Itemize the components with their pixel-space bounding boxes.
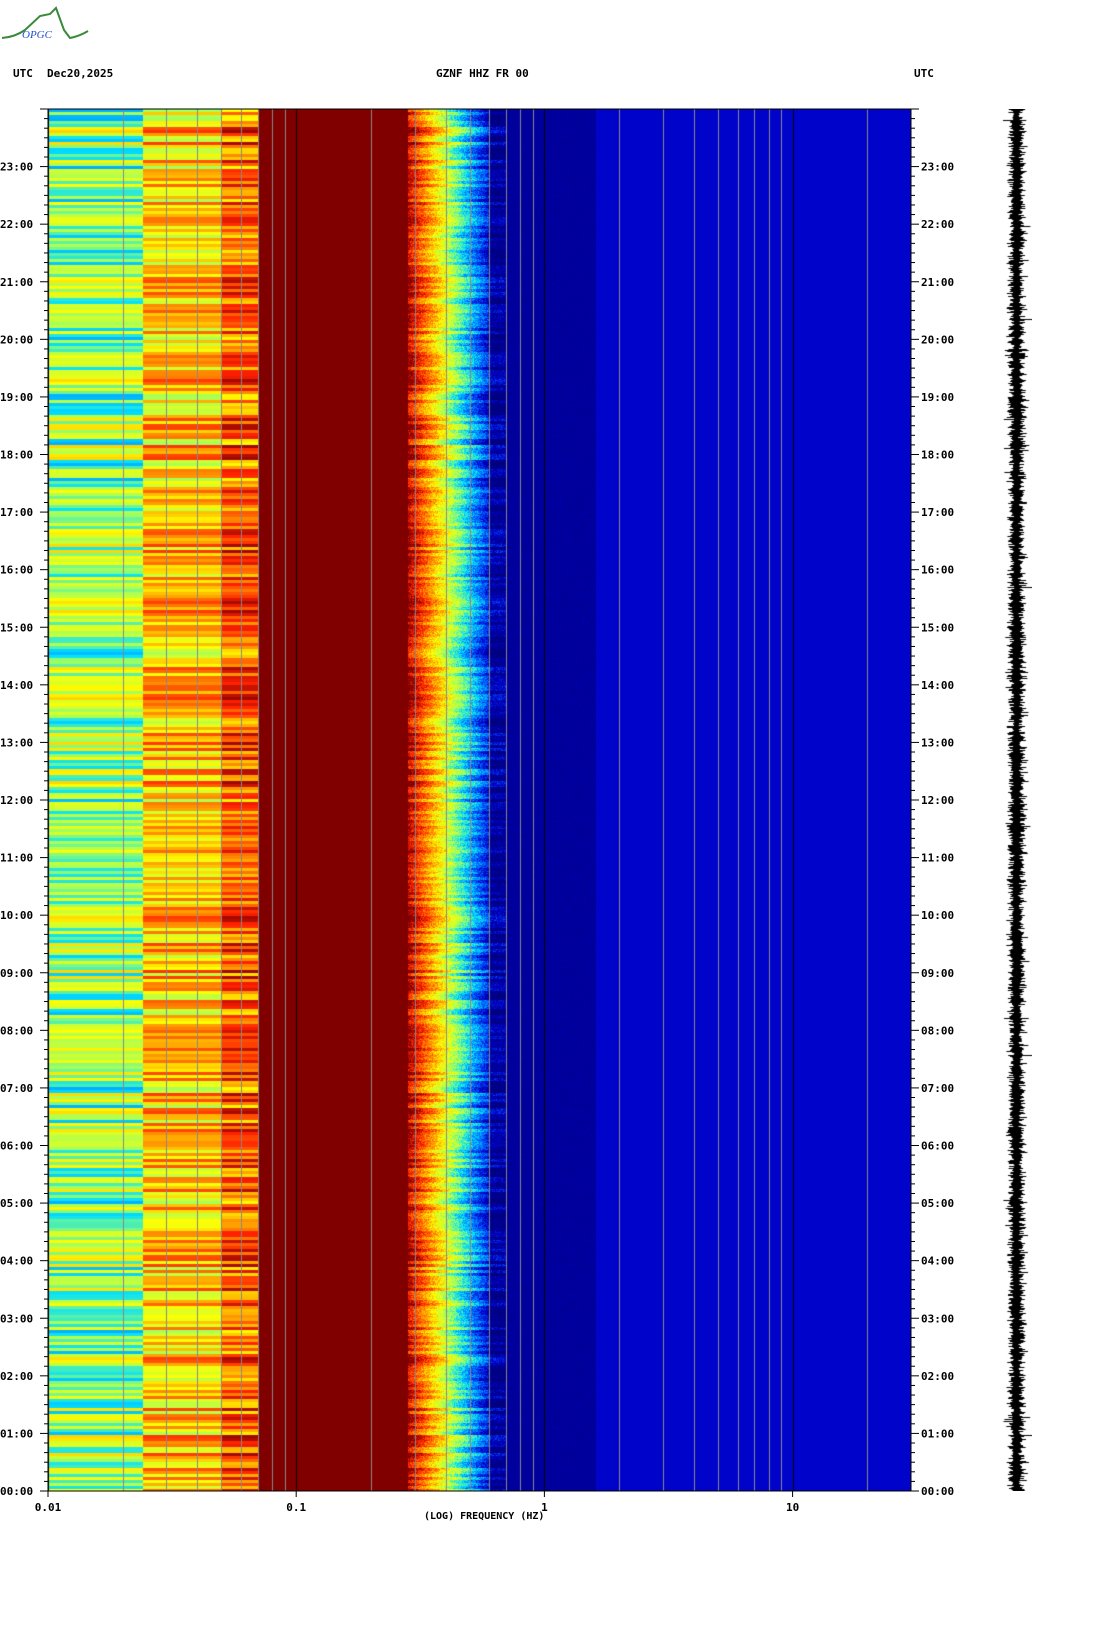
- y-tick-label-left: 19:00: [0, 391, 33, 404]
- y-tick-label-left: 07:00: [0, 1082, 33, 1095]
- y-tick-label-right: 21:00: [921, 276, 954, 289]
- y-tick-label-right: 02:00: [921, 1370, 954, 1383]
- y-tick-label-right: 08:00: [921, 1024, 954, 1037]
- opgc-logo: OPGC: [1, 6, 89, 41]
- y-tick-label-left: 17:00: [0, 506, 33, 519]
- y-tick-label-right: 00:00: [921, 1485, 954, 1498]
- x-tick-label: 0.01: [35, 1501, 62, 1514]
- svg-text:OPGC: OPGC: [22, 29, 53, 41]
- y-tick-label-right: 16:00: [921, 564, 954, 577]
- y-tick-label-left: 03:00: [0, 1312, 33, 1325]
- y-tick-label-right: 19:00: [921, 391, 954, 404]
- y-tick-label-left: 18:00: [0, 449, 33, 462]
- y-tick-label-right: 07:00: [921, 1082, 954, 1095]
- y-tick-label-right: 01:00: [921, 1427, 954, 1440]
- y-tick-label-left: 10:00: [0, 909, 33, 922]
- y-tick-label-right: 17:00: [921, 506, 954, 519]
- y-tick-label-right: 20:00: [921, 333, 954, 346]
- y-tick-label-right: 18:00: [921, 449, 954, 462]
- y-tick-label-left: 15:00: [0, 621, 33, 634]
- y-tick-label-left: 02:00: [0, 1370, 33, 1383]
- y-tick-label-left: 08:00: [0, 1024, 33, 1037]
- y-tick-label-left: 21:00: [0, 276, 33, 289]
- y-tick-label-left: 13:00: [0, 736, 33, 749]
- left-timezone: UTC: [13, 67, 33, 80]
- date-label: Dec20,2025: [47, 67, 114, 80]
- y-tick-label-left: 00:00: [0, 1485, 33, 1498]
- y-tick-label-left: 04:00: [0, 1255, 33, 1268]
- y-tick-label-left: 09:00: [0, 967, 33, 980]
- y-tick-label-left: 20:00: [0, 333, 33, 346]
- y-tick-label-left: 06:00: [0, 1140, 33, 1153]
- y-tick-label-right: 14:00: [921, 679, 954, 692]
- y-tick-label-right: 23:00: [921, 161, 954, 174]
- y-tick-label-left: 11:00: [0, 852, 33, 865]
- y-tick-label-right: 09:00: [921, 967, 954, 980]
- y-tick-label-right: 12:00: [921, 794, 954, 807]
- y-tick-label-left: 14:00: [0, 679, 33, 692]
- y-tick-label-right: 04:00: [921, 1255, 954, 1268]
- y-tick-label-right: 13:00: [921, 736, 954, 749]
- y-tick-label-left: 05:00: [0, 1197, 33, 1210]
- y-tick-label-right: 06:00: [921, 1140, 954, 1153]
- right-timezone: UTC: [914, 67, 934, 80]
- y-tick-label-right: 03:00: [921, 1312, 954, 1325]
- waveform-trace: [1002, 109, 1032, 1491]
- y-tick-label-left: 16:00: [0, 564, 33, 577]
- x-tick-label: 0.1: [286, 1501, 306, 1514]
- x-tick-label: 10: [786, 1501, 799, 1514]
- y-tick-label-right: 10:00: [921, 909, 954, 922]
- y-tick-label-right: 05:00: [921, 1197, 954, 1210]
- y-tick-label-left: 22:00: [0, 218, 33, 231]
- x-axis-label: (LOG) FREQUENCY (HZ): [424, 1511, 545, 1522]
- x-tick-label: 1: [541, 1501, 548, 1514]
- y-tick-label-right: 11:00: [921, 852, 954, 865]
- station-label: GZNF HHZ FR 00: [436, 67, 529, 80]
- y-tick-label-right: 22:00: [921, 218, 954, 231]
- y-tick-label-left: 23:00: [0, 161, 33, 174]
- y-tick-label-left: 01:00: [0, 1427, 33, 1440]
- y-tick-label-left: 12:00: [0, 794, 33, 807]
- spectrogram-heatmap: [48, 109, 911, 1491]
- plot-frame: [47, 108, 912, 1492]
- y-tick-label-right: 15:00: [921, 621, 954, 634]
